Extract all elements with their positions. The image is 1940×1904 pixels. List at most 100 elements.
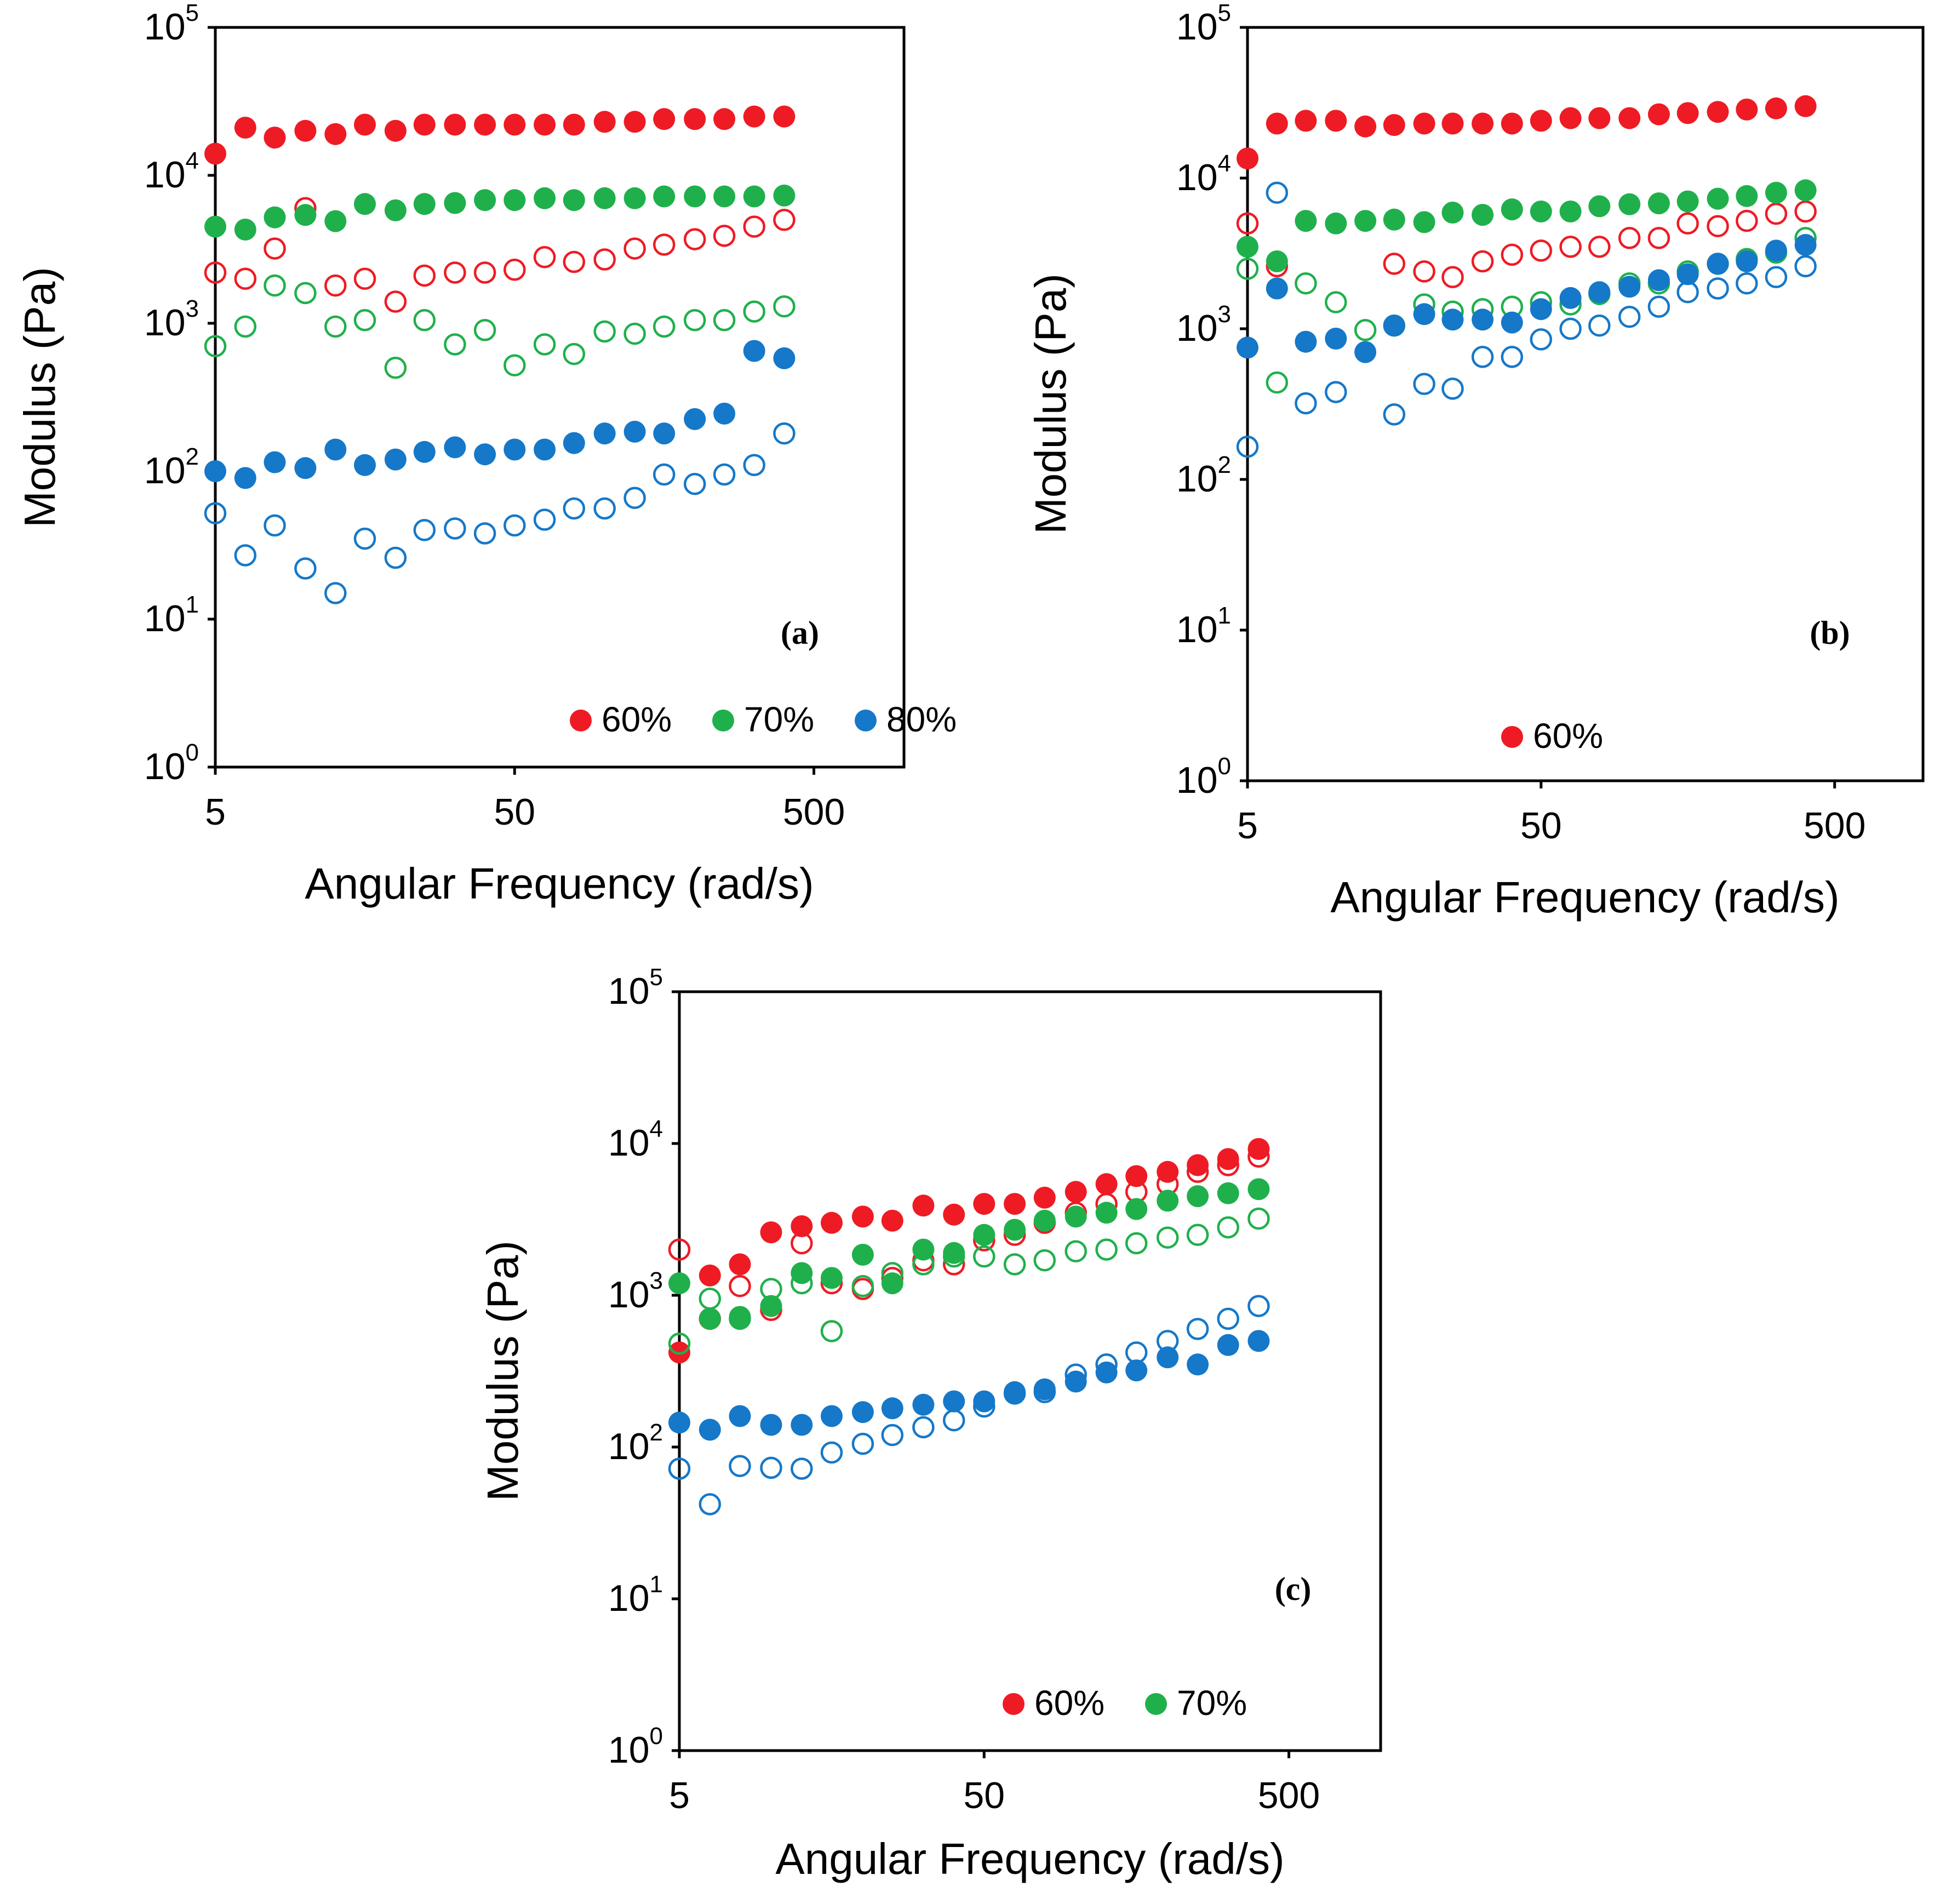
- data-point-open: [851, 1274, 874, 1297]
- data-point-open: [881, 1423, 904, 1446]
- data-point-filled: [1095, 1202, 1118, 1224]
- data-point-filled: [699, 1419, 721, 1441]
- data-point-open: [1266, 371, 1289, 394]
- data-point-open: [1471, 250, 1494, 273]
- data-point-filled: [563, 189, 585, 211]
- data-point-filled: [204, 142, 226, 165]
- data-point-open: [729, 1455, 751, 1477]
- data-point-open: [1441, 378, 1464, 400]
- y-tick-exponent: 0: [186, 739, 199, 766]
- data-point-open: [324, 274, 347, 297]
- y-tick-label: 100: [144, 739, 199, 787]
- data-point-open: [1125, 1341, 1148, 1364]
- data-point-filled: [773, 105, 796, 128]
- data-point-filled: [474, 113, 496, 136]
- data-point-filled: [1559, 287, 1582, 309]
- data-point-open: [1471, 346, 1494, 368]
- chart-panel-a: Modulus (Pa) Angular Frequency (rad/s) (…: [15, 0, 957, 908]
- data-point-filled: [1217, 1182, 1239, 1204]
- data-point-open: [1707, 215, 1729, 237]
- data-point-filled: [324, 123, 347, 145]
- legend-marker: [1003, 1693, 1025, 1715]
- data-point-filled: [1559, 201, 1582, 222]
- data-point-filled: [1472, 204, 1494, 226]
- data-point-open: [760, 1278, 782, 1300]
- data-point-filled: [1217, 1148, 1239, 1170]
- y-tick-exponent: 0: [1218, 753, 1231, 780]
- data-point-open: [1588, 314, 1611, 337]
- data-point-filled: [1383, 114, 1405, 136]
- data-point-filled: [1618, 107, 1641, 129]
- data-point-open: [1413, 260, 1435, 283]
- data-point-filled: [623, 187, 646, 209]
- data-point-filled: [743, 185, 765, 208]
- data-point-open: [1217, 1216, 1239, 1239]
- data-point-filled: [1157, 1190, 1179, 1212]
- legend-label: 60%: [1533, 716, 1603, 756]
- data-point-open: [942, 1245, 965, 1268]
- data-point-open: [444, 517, 466, 540]
- legend-marker: [570, 710, 592, 731]
- data-point-filled: [684, 408, 706, 430]
- y-tick-label: 102: [1176, 451, 1231, 500]
- data-point-open: [1354, 319, 1377, 341]
- y-tick-exponent: 4: [186, 147, 199, 174]
- data-point-open: [1247, 1145, 1270, 1168]
- x-tick-label: 5: [205, 791, 226, 833]
- data-point-filled: [204, 215, 226, 238]
- data-point-open: [773, 295, 796, 318]
- data-point-open: [668, 1457, 691, 1480]
- data-point-open: [1707, 277, 1729, 300]
- data-point-open: [881, 1262, 904, 1284]
- data-point-filled: [1676, 263, 1699, 285]
- data-point-open: [294, 282, 317, 305]
- data-point-filled: [234, 117, 256, 139]
- data-point-open: [1618, 227, 1641, 249]
- data-point-open: [324, 315, 347, 338]
- data-point-filled: [1354, 115, 1377, 138]
- data-point-open: [563, 342, 586, 365]
- data-point-open: [1217, 1307, 1239, 1330]
- data-point-open: [1325, 291, 1347, 313]
- data-point-filled: [973, 1223, 995, 1246]
- x-tick-label: 500: [1258, 1775, 1320, 1816]
- data-point-open: [653, 315, 676, 338]
- data-point-filled: [881, 1209, 903, 1232]
- data-point-filled: [684, 185, 706, 208]
- data-point-open: [1676, 212, 1699, 235]
- data-point-filled: [1237, 336, 1258, 359]
- data-point-filled: [1559, 107, 1582, 129]
- data-point-filled: [1530, 298, 1552, 321]
- data-point-filled: [1266, 277, 1288, 300]
- y-tick-label: 105: [1176, 0, 1231, 48]
- data-point-filled: [881, 1397, 903, 1420]
- y-tick-label: 103: [608, 1267, 663, 1316]
- y-tick-label: 101: [1176, 602, 1231, 650]
- y-tick-exponent: 4: [650, 1116, 663, 1142]
- data-point-open: [1247, 1295, 1270, 1317]
- data-point-filled: [1065, 1181, 1087, 1203]
- data-point-filled: [413, 113, 436, 136]
- data-point-open: [473, 522, 496, 545]
- y-tick-exponent: 3: [650, 1267, 663, 1294]
- data-point-filled: [1413, 112, 1435, 135]
- data-point-filled: [1325, 110, 1347, 132]
- data-point-filled: [713, 108, 736, 130]
- data-point-filled: [1033, 1186, 1056, 1209]
- data-point-filled: [1383, 208, 1405, 231]
- data-point-filled: [593, 187, 616, 209]
- y-tick-label: 103: [1176, 301, 1231, 349]
- data-point-filled: [444, 192, 466, 214]
- data-point-filled: [743, 340, 765, 362]
- data-point-filled: [474, 443, 496, 466]
- data-point-open: [713, 309, 736, 331]
- data-point-filled: [1125, 1198, 1148, 1220]
- data-point-filled: [294, 457, 317, 479]
- y-tick-exponent: 1: [186, 591, 199, 618]
- legend-marker: [712, 710, 734, 731]
- data-point-open: [1236, 212, 1259, 235]
- data-point-open: [973, 1395, 995, 1418]
- y-tick-label: 104: [1176, 150, 1231, 198]
- data-point-filled: [699, 1307, 721, 1330]
- data-point-filled: [729, 1253, 751, 1276]
